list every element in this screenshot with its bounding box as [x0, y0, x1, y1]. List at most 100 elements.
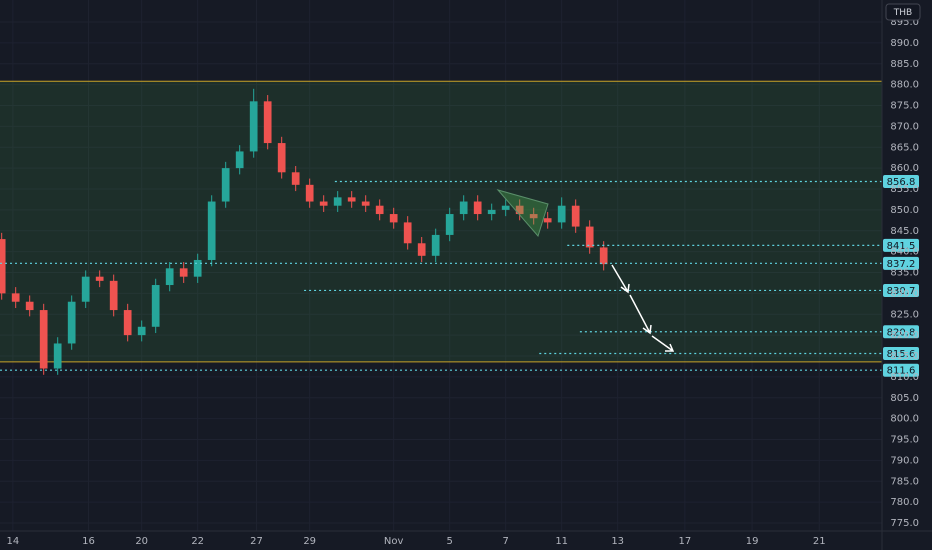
- y-tick-label: 865.0: [890, 142, 919, 153]
- x-tick-label: Nov: [384, 536, 404, 547]
- x-tick-label: 16: [82, 536, 95, 547]
- y-tick-label: 890.0: [890, 38, 919, 49]
- candle-body: [95, 276, 104, 281]
- candle-body: [109, 280, 118, 311]
- y-tick-label: 880.0: [890, 80, 919, 91]
- y-tick-label: 805.0: [890, 393, 919, 404]
- candle-body: [403, 222, 412, 244]
- triangle-pattern: [496, 189, 549, 238]
- x-tick-label: 17: [679, 536, 692, 547]
- x-tick-label: 21: [813, 536, 826, 547]
- candle-body: [431, 234, 440, 256]
- projection-arrows: [611, 264, 675, 352]
- candle-body: [459, 201, 468, 215]
- arrow: [629, 294, 652, 335]
- y-tick-label: 815.0: [890, 351, 919, 362]
- candle-body: [165, 268, 174, 286]
- candle-body: [235, 151, 244, 169]
- x-tick-label: 22: [191, 536, 204, 547]
- candle-body: [347, 197, 356, 202]
- candle-body: [543, 218, 552, 223]
- candle-body: [151, 285, 160, 327]
- candle-body: [389, 214, 398, 223]
- candle-body: [179, 268, 188, 277]
- y-tick-label: 800.0: [890, 414, 919, 425]
- candle-body: [249, 101, 258, 152]
- y-tick-label: 835.0: [890, 268, 919, 279]
- candle-body: [361, 201, 370, 206]
- y-tick-label: 860.0: [890, 163, 919, 174]
- level-badge: [883, 346, 919, 360]
- candle-body: [67, 301, 76, 344]
- y-tick-label: 795.0: [890, 435, 919, 446]
- candle-body: [277, 143, 286, 173]
- y-tick-label: 840.0: [890, 247, 919, 258]
- candle-body: [529, 214, 538, 219]
- level-badge: [883, 174, 919, 188]
- x-tick-label: 27: [250, 536, 263, 547]
- arrow: [611, 264, 630, 294]
- grid: [0, 0, 882, 531]
- level-label: 837.2: [887, 259, 916, 270]
- y-tick-label: 870.0: [890, 121, 919, 132]
- level-badge: [883, 238, 919, 252]
- y-tick-label: 810.0: [890, 372, 919, 383]
- level-badge: [883, 325, 919, 339]
- level-badge: [883, 363, 919, 377]
- arrow: [651, 335, 675, 352]
- candle-body: [501, 205, 510, 210]
- range-area: [0, 81, 882, 362]
- candle-body: [305, 184, 314, 202]
- candle-body: [599, 247, 608, 265]
- candles: [0, 88, 608, 375]
- level-label: 830.7: [887, 286, 916, 297]
- candle-body: [291, 172, 300, 185]
- y-tick-label: 825.0: [890, 309, 919, 320]
- candle-body: [81, 276, 90, 302]
- x-tick-label: 5: [446, 536, 452, 547]
- candle-body: [39, 310, 48, 369]
- y-tick-label: 855.0: [890, 184, 919, 195]
- candle-body: [0, 239, 6, 294]
- candle-body: [487, 209, 496, 215]
- currency: THB: [893, 8, 912, 18]
- candle-body: [25, 301, 34, 311]
- y-tick-label: 885.0: [890, 59, 919, 70]
- range-box: [0, 80, 882, 363]
- candle-body: [417, 243, 426, 256]
- level-label: 856.8: [887, 177, 916, 188]
- candle-body: [473, 201, 482, 215]
- level-label: 820.8: [887, 327, 916, 338]
- x-tick-label: 29: [303, 536, 316, 547]
- y-tick-label: 895.0: [890, 17, 919, 28]
- candle-body: [207, 201, 216, 260]
- y-tick-label: 830.0: [890, 288, 919, 299]
- level-badge: [883, 283, 919, 297]
- currency-badge: [885, 3, 921, 21]
- x-tick-label: 19: [746, 536, 759, 547]
- candle-body: [123, 310, 132, 336]
- y-tick-label: 780.0: [890, 497, 919, 508]
- y-tick-label: 785.0: [890, 476, 919, 487]
- y-tick-label: 845.0: [890, 226, 919, 237]
- x-tick-label: 14: [7, 536, 20, 547]
- y-tick-label: 820.0: [890, 330, 919, 341]
- candle-body: [557, 205, 566, 223]
- y-tick-label: 790.0: [890, 455, 919, 466]
- candle-body: [445, 214, 454, 235]
- candle-body: [375, 205, 384, 215]
- y-tick-label: 875.0: [890, 101, 919, 112]
- levels: 856.8 841.5 837.2 830.7 820.8 815.6 811.6: [0, 174, 919, 377]
- level-label: 811.6: [887, 366, 916, 377]
- candle-body: [333, 197, 342, 206]
- level-badge: [883, 256, 919, 270]
- x-tick-label: 20: [135, 536, 148, 547]
- candle-body: [515, 205, 524, 215]
- candle-body: [193, 259, 202, 277]
- level-label: 815.6: [887, 349, 916, 360]
- candle-body: [11, 293, 20, 302]
- x-tick-label: 13: [611, 536, 624, 547]
- level-label: 841.5: [887, 241, 916, 252]
